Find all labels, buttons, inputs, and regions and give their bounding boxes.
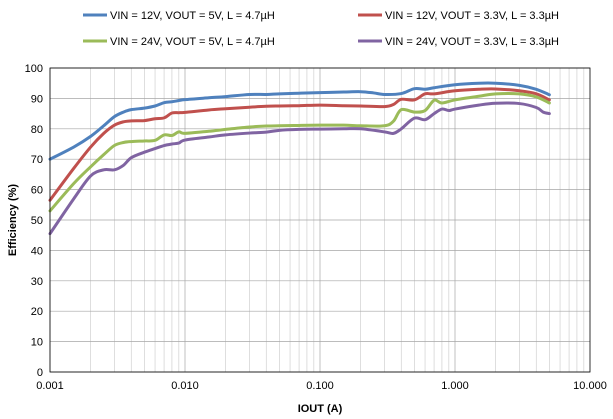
y-tick-label: 30 [31,276,43,288]
y-axis-title: Efficiency (%) [7,184,19,256]
y-tick-label: 70 [31,154,43,166]
legend-label-1: VIN = 12V, VOUT = 5V, L = 4.7µH [110,10,275,22]
legend-label-4: VIN = 24V, VOUT = 3.3V, L = 3.3µH [385,36,559,48]
y-tick-label: 0 [37,367,43,379]
x-tick-label: 10.000 [573,380,607,392]
y-tick-label: 20 [31,306,43,318]
series-line-3 [48,91,551,213]
series-lines [48,81,551,236]
series-line-1 [48,81,551,161]
legend-label-2: VIN = 12V, VOUT = 3.3V, L = 3.3µH [385,10,559,22]
series-line-4 [48,101,551,236]
x-tick-label: 0.010 [171,380,199,392]
y-tick-label: 100 [25,63,43,75]
y-tick-label: 40 [31,245,43,257]
x-tick-label: 1.000 [441,380,469,392]
y-tick-label: 50 [31,215,43,227]
y-axis-tick-labels: 0 10 20 30 40 50 60 70 80 90 100 [25,63,43,379]
legend: VIN = 12V, VOUT = 5V, L = 4.7µH VIN = 12V… [83,10,559,48]
y-tick-label: 10 [31,337,43,349]
x-tick-label: 0.001 [36,380,64,392]
plot-area-frame [49,67,591,373]
y-tick-label: 80 [31,124,43,136]
legend-label-3: VIN = 24V, VOUT = 5V, L = 4.7µH [110,36,275,48]
x-axis-tick-labels: 0.001 0.010 0.100 1.000 10.000 [36,380,607,392]
x-axis-title: IOUT (A) [298,403,343,415]
series-line-2 [48,87,551,202]
x-tick-label: 0.100 [306,380,334,392]
y-tick-label: 90 [31,93,43,105]
grid-lines [49,67,590,373]
y-tick-label: 60 [31,185,43,197]
